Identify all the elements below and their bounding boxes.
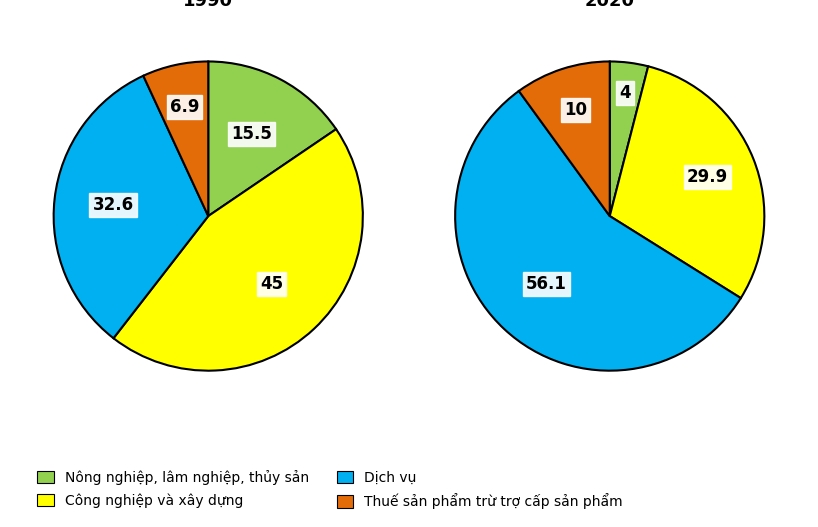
Wedge shape: [609, 66, 764, 298]
Wedge shape: [455, 91, 741, 370]
Wedge shape: [143, 62, 209, 216]
Text: 29.9: 29.9: [687, 168, 728, 186]
Wedge shape: [54, 76, 209, 338]
Wedge shape: [114, 129, 363, 370]
Text: 4: 4: [619, 84, 631, 102]
Title: 2020: 2020: [585, 0, 635, 10]
Text: 56.1: 56.1: [526, 275, 567, 293]
Text: 6.9: 6.9: [169, 99, 199, 116]
Legend: Nông nghiệp, lâm nghiệp, thủy sản, Công nghiệp và xây dựng, Dịch vụ, Thuế sản ph: Nông nghiệp, lâm nghiệp, thủy sản, Công …: [31, 464, 629, 515]
Text: 45: 45: [260, 275, 283, 292]
Wedge shape: [209, 62, 336, 216]
Text: 15.5: 15.5: [231, 125, 272, 143]
Text: 32.6: 32.6: [92, 196, 133, 214]
Text: 10: 10: [564, 101, 587, 119]
Title: 1990: 1990: [183, 0, 233, 10]
Wedge shape: [519, 62, 609, 216]
Wedge shape: [609, 62, 648, 216]
